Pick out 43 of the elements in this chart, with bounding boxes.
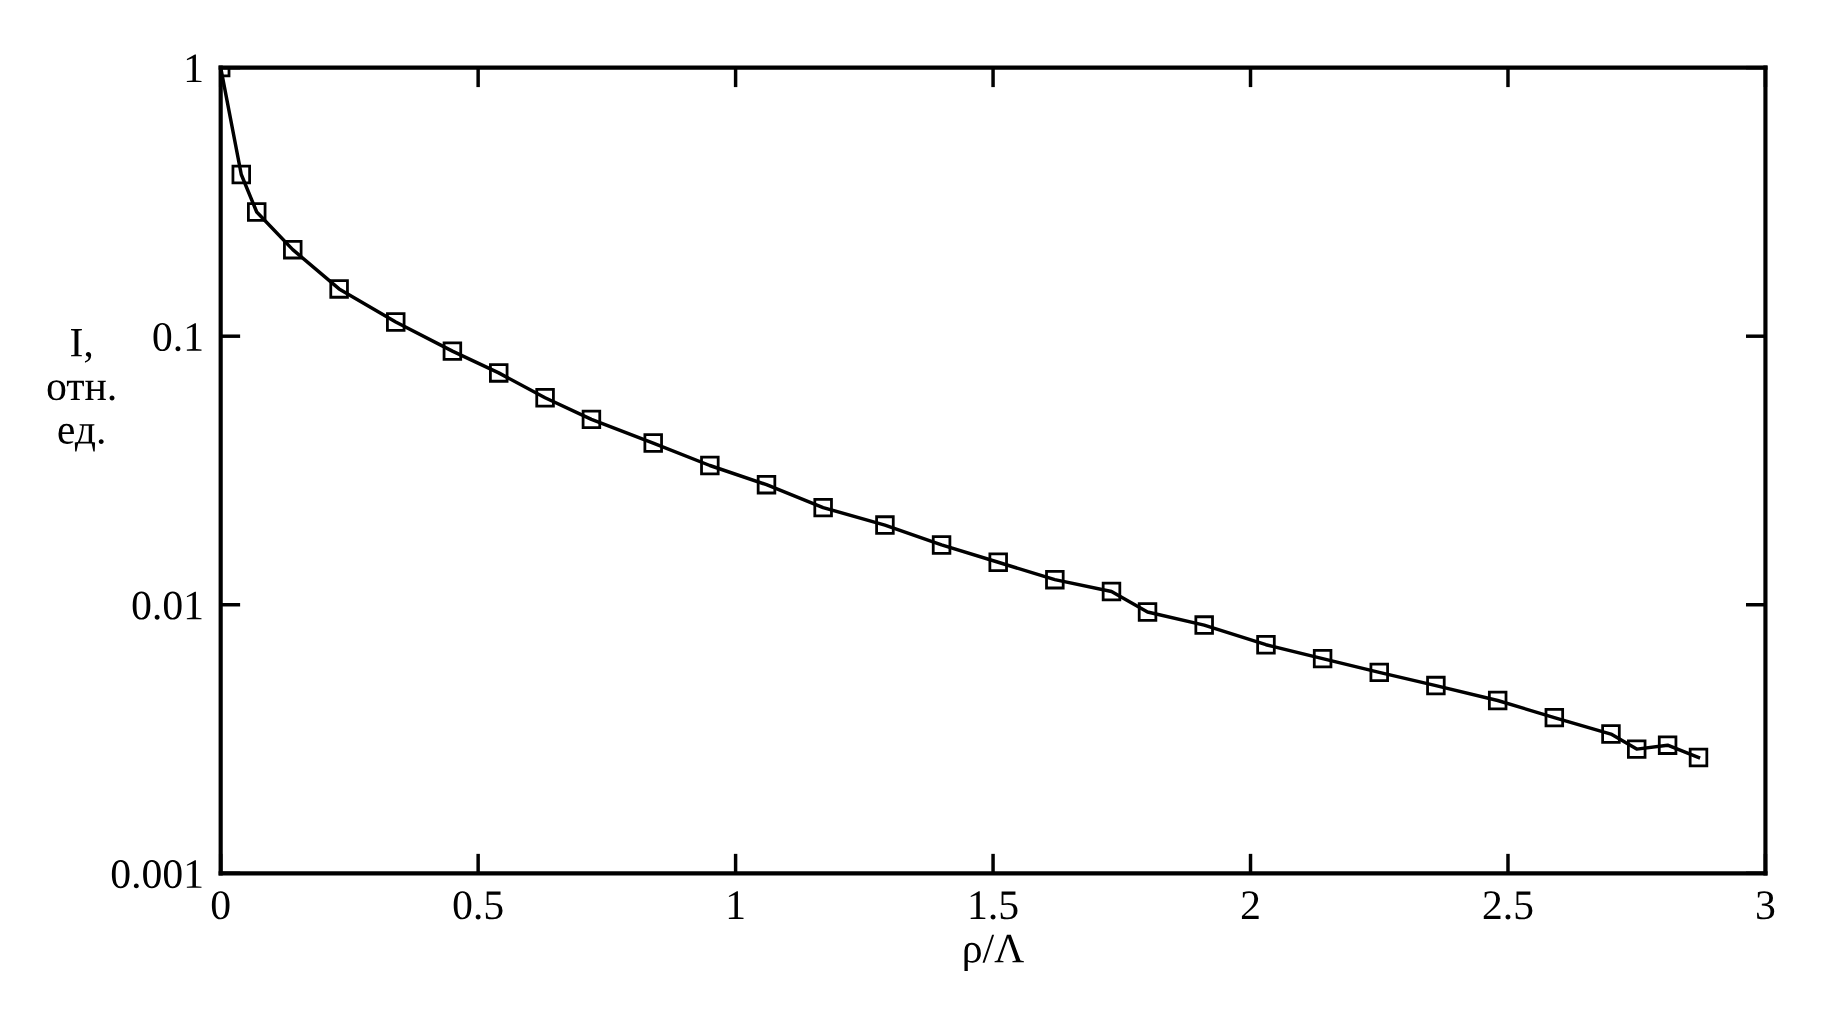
point [931, 535, 952, 555]
y-tick-label: 0.001 [111, 860, 202, 889]
point [1101, 581, 1122, 602]
point [1312, 648, 1333, 669]
point [700, 455, 720, 476]
x-tick-label: 0.5 [453, 891, 503, 920]
point [1688, 747, 1709, 768]
point [1544, 707, 1565, 728]
point [1426, 675, 1446, 696]
point [988, 552, 1008, 572]
point [1369, 662, 1389, 683]
point [329, 279, 349, 299]
point [489, 363, 509, 383]
x-axis-title: ρ/Λ [964, 934, 1024, 972]
point [581, 409, 602, 430]
x-tick-label: 1 [728, 891, 744, 919]
x-tick-label: 1.5 [970, 891, 1018, 920]
point [1626, 739, 1647, 759]
point [386, 312, 406, 332]
x-tick-label: 3 [1757, 891, 1775, 920]
point [875, 515, 895, 535]
point [813, 497, 833, 518]
y-tick-label: 0.1 [153, 322, 202, 352]
y-tick-label: 0.01 [132, 591, 202, 620]
point [442, 341, 463, 361]
point [1194, 615, 1214, 635]
point [535, 388, 555, 408]
point [247, 202, 267, 222]
x-tick-label: 0 [211, 891, 230, 920]
point [1137, 602, 1158, 622]
y-tick-label: 1 [186, 54, 202, 83]
point [1601, 724, 1621, 744]
point [756, 474, 777, 495]
point [643, 433, 663, 453]
point [1657, 735, 1678, 755]
point [1045, 569, 1065, 590]
point [1256, 634, 1276, 655]
x-tick-label: 2 [1241, 891, 1259, 919]
y-axis-title: I, отн. ед. [47, 329, 115, 452]
x-tick-label: 2.5 [1483, 891, 1533, 920]
point [231, 164, 251, 185]
point [1487, 690, 1508, 711]
point [283, 239, 303, 260]
